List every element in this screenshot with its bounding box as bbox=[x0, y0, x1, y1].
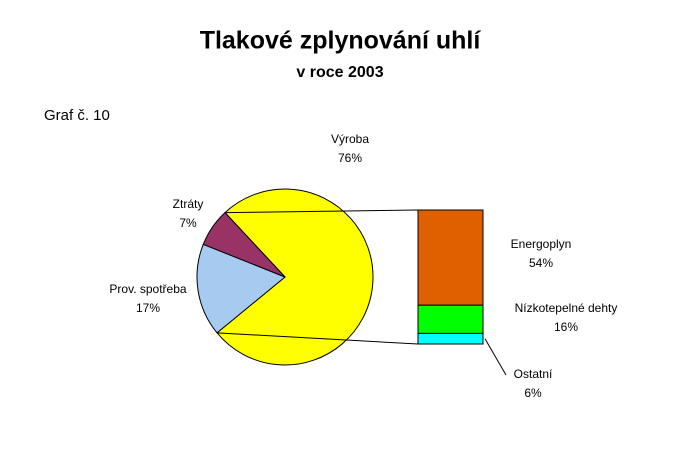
category-label: Výroba bbox=[331, 132, 369, 146]
leader-line bbox=[484, 338, 507, 376]
category-label: Nízkotepelné dehty bbox=[515, 301, 618, 315]
bar-segment bbox=[417, 304, 484, 334]
value-label: 54% bbox=[529, 256, 553, 270]
chart-note: Graf č. 10 bbox=[44, 107, 110, 124]
category-label: Ostatní bbox=[514, 367, 553, 381]
connector-line bbox=[216, 332, 419, 345]
value-label: 16% bbox=[554, 320, 578, 334]
pie-slice bbox=[202, 211, 286, 278]
value-label: 17% bbox=[136, 301, 160, 315]
category-label: Energoplyn bbox=[511, 237, 572, 251]
value-label: 76% bbox=[338, 151, 362, 165]
chart-title: Tlakové zplynování uhlí bbox=[200, 27, 482, 55]
pie-slice bbox=[196, 243, 286, 334]
connector-line bbox=[224, 209, 419, 214]
value-label: 6% bbox=[524, 386, 542, 400]
chart-subtitle: v roce 2003 bbox=[296, 64, 383, 81]
category-label: Ztráty bbox=[173, 197, 204, 211]
category-label: Prov. spotřeba bbox=[109, 282, 186, 296]
pie-slice bbox=[216, 188, 374, 366]
bar-segment bbox=[417, 332, 484, 345]
value-label: 7% bbox=[179, 216, 197, 230]
bar-segment bbox=[417, 209, 484, 306]
